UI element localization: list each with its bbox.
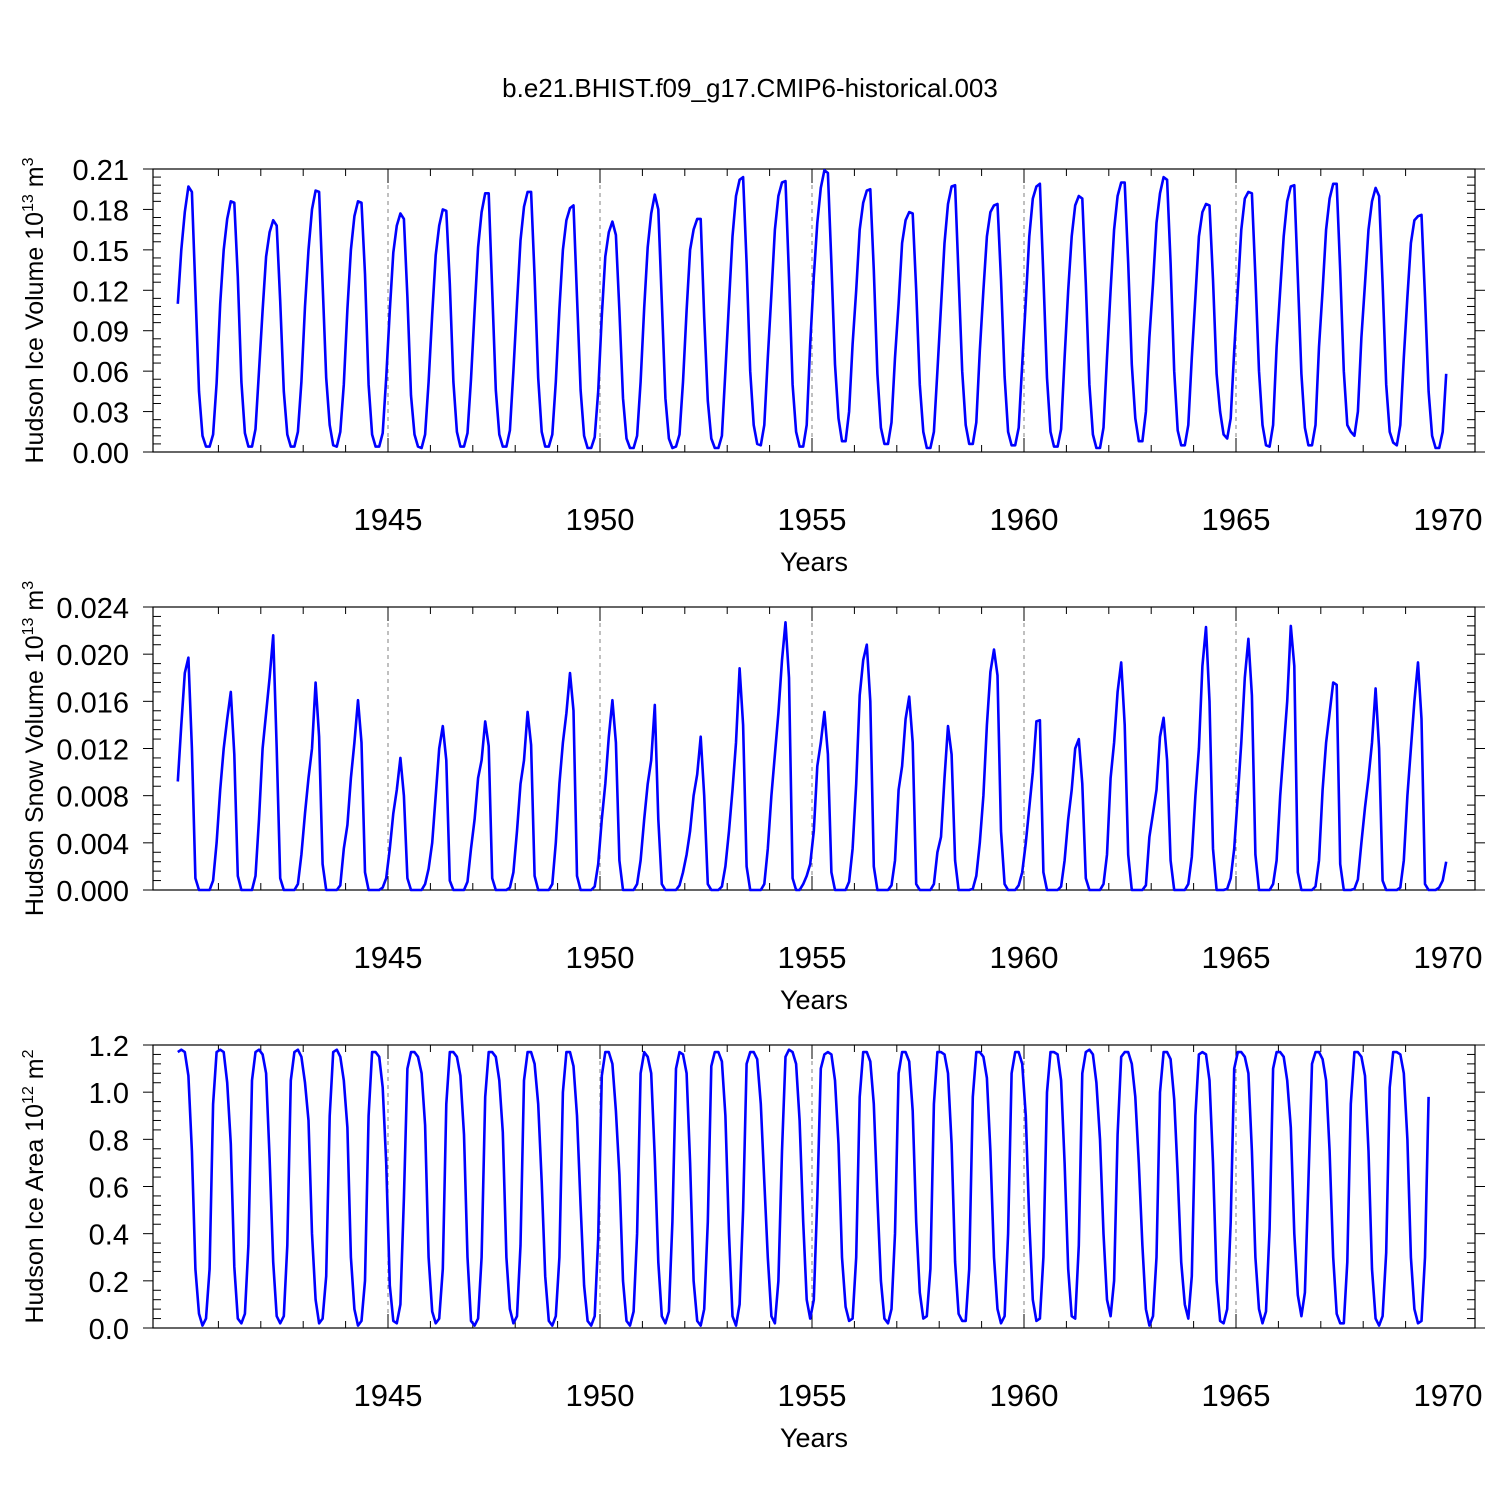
x-axis-label: Years bbox=[780, 985, 848, 1015]
y-tick-label: 0.020 bbox=[56, 640, 129, 672]
plot-frame bbox=[152, 168, 1476, 453]
x-tick-label: 1950 bbox=[566, 502, 635, 537]
panel-ice-area: 0.0 0.2 0.4 0.6 0.8 1.0 1.2 1945 1950 1955 1960 196… bbox=[20, 1031, 1485, 1453]
y-tick-label: 0.8 bbox=[89, 1125, 129, 1157]
panel-ice-volume: 0.00 0.03 0.06 0.09 0.12 0.15 0.18 0.21 1945 1950… bbox=[20, 155, 1485, 577]
x-tick-label: 1960 bbox=[990, 502, 1059, 537]
y-tick-label: 0.06 bbox=[73, 357, 129, 389]
x-tick-label: 1955 bbox=[778, 1378, 847, 1413]
x-tick-label: 1950 bbox=[566, 940, 635, 975]
series-line-ice-volume bbox=[176, 169, 1448, 450]
x-axis-label: Years bbox=[780, 1423, 848, 1453]
x-tick-label: 1945 bbox=[354, 502, 423, 537]
y-tick-label: 0.6 bbox=[89, 1173, 129, 1205]
y-tick-label: 1.0 bbox=[89, 1078, 129, 1110]
figure-title: b.e21.BHIST.f09_g17.CMIP6-historical.003 bbox=[502, 73, 998, 103]
x-tick-label: 1945 bbox=[354, 1378, 423, 1413]
y-tick-label: 0.21 bbox=[73, 155, 129, 187]
x-tick-label: 1965 bbox=[1202, 1378, 1271, 1413]
y-tick-label: 0.008 bbox=[56, 782, 129, 814]
y-tick-label: 0.016 bbox=[56, 687, 129, 719]
y-tick-label: 0.00 bbox=[73, 438, 129, 470]
y-tick-label: 0.12 bbox=[73, 276, 129, 308]
y-tick-label: 0.000 bbox=[56, 876, 129, 908]
y-tick-label: 0.09 bbox=[73, 317, 129, 349]
x-tick-label: 1960 bbox=[990, 940, 1059, 975]
series-line-snow-volume bbox=[176, 620, 1448, 892]
panel-snow-volume: 0.000 0.004 0.008 0.012 0.016 0.020 0.024 1945 1… bbox=[20, 581, 1485, 1015]
series-line-ice-area bbox=[177, 1048, 1430, 1327]
x-tick-label: 1945 bbox=[354, 940, 423, 975]
x-axis-label: Years bbox=[780, 547, 848, 577]
x-tick-label: 1970 bbox=[1414, 502, 1483, 537]
x-tick-label: 1960 bbox=[990, 1378, 1059, 1413]
y-axis-label: Hudson Ice Volume 1013 m3 bbox=[20, 157, 49, 463]
x-tick-label: 1955 bbox=[778, 502, 847, 537]
y-tick-label: 1.2 bbox=[89, 1031, 129, 1063]
y-tick-label: 0.012 bbox=[56, 735, 129, 767]
y-tick-label: 0.15 bbox=[73, 236, 129, 268]
y-tick-label: 0.18 bbox=[73, 195, 129, 227]
y-tick-label: 0.0 bbox=[89, 1314, 129, 1346]
y-tick-label: 0.024 bbox=[56, 593, 129, 625]
y-tick-label: 0.4 bbox=[89, 1220, 129, 1252]
y-tick-label: 0.03 bbox=[73, 398, 129, 430]
x-tick-label: 1970 bbox=[1414, 1378, 1483, 1413]
x-tick-label: 1950 bbox=[566, 1378, 635, 1413]
y-axis-label: Hudson Ice Area 1012 m2 bbox=[20, 1049, 49, 1323]
y-tick-label: 0.2 bbox=[89, 1267, 129, 1299]
x-tick-label: 1970 bbox=[1414, 940, 1483, 975]
x-tick-label: 1965 bbox=[1202, 940, 1271, 975]
y-tick-label: 0.004 bbox=[56, 829, 129, 861]
x-tick-label: 1965 bbox=[1202, 502, 1271, 537]
y-axis-label: Hudson Snow Volume 1013 m3 bbox=[20, 581, 49, 916]
x-tick-label: 1955 bbox=[778, 940, 847, 975]
